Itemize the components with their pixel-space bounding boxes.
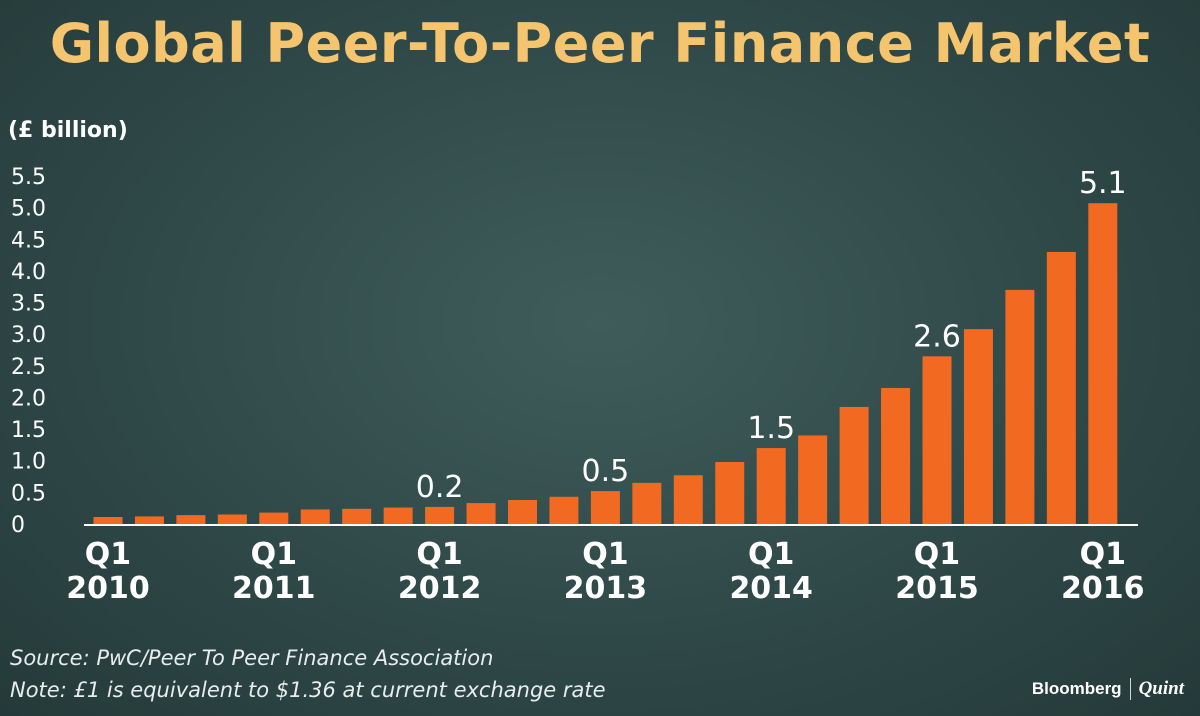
- bar: [383, 507, 413, 524]
- x-tick-quarter: Q1: [914, 537, 960, 572]
- bar: [1088, 203, 1118, 524]
- data-label: 1.5: [747, 411, 795, 446]
- x-tick-year: 2011: [232, 571, 316, 606]
- brand-name: Bloomberg: [1031, 679, 1122, 698]
- data-label: 2.6: [913, 319, 961, 354]
- bar: [134, 516, 164, 524]
- bar: [508, 499, 537, 524]
- x-tick-quarter: Q1: [85, 537, 131, 572]
- bar: [466, 503, 496, 524]
- bar: [715, 461, 745, 524]
- bar: [300, 509, 330, 524]
- bar: [881, 387, 911, 524]
- y-tick-label: 1.5: [11, 418, 46, 443]
- x-tick-year: 2013: [564, 571, 648, 606]
- y-tick-label: 4.5: [11, 228, 46, 253]
- source-note: Source: PwC/Peer To Peer Finance Associa…: [10, 646, 494, 670]
- bar: [217, 514, 247, 524]
- x-tick-year: 2010: [66, 571, 150, 606]
- y-tick-label: 5.5: [11, 165, 46, 190]
- brand-logo: Bloomberg Quint: [1032, 678, 1184, 700]
- y-tick-label: 0.5: [11, 481, 46, 506]
- bar: [93, 517, 123, 524]
- exchange-rate-note: Note: £1 is equivalent to $1.36 at curre…: [10, 678, 606, 702]
- x-tick-year: 2012: [398, 571, 482, 606]
- bar: [798, 435, 828, 524]
- x-tick-year: 2014: [729, 571, 813, 606]
- y-tick-label: 4.0: [11, 260, 46, 285]
- bar: [259, 512, 289, 524]
- x-tick-quarter: Q1: [582, 537, 628, 572]
- y-tick-label: 5.0: [11, 197, 46, 222]
- data-label: 0.5: [582, 454, 630, 489]
- bar: [1046, 251, 1076, 524]
- bar: [756, 448, 786, 524]
- bar: [176, 515, 206, 524]
- bar: [632, 482, 662, 524]
- y-tick-label: 1.0: [11, 450, 46, 475]
- brand-partner: Quint: [1138, 678, 1184, 699]
- y-axis-label: (£ billion): [8, 118, 128, 143]
- brand-separator: [1129, 678, 1131, 700]
- bar: [673, 475, 703, 524]
- bar: [342, 508, 372, 524]
- x-tick-quarter: Q1: [416, 537, 462, 572]
- x-tick-year: 2015: [895, 571, 979, 606]
- x-tick-year: 2016: [1061, 571, 1145, 606]
- bar-chart: 0 0.5 1.0 1.5 2.0 2.5 3.0 3.5 4.0 4.5 5.0 5.5 0.2 0.5…: [11, 165, 1145, 606]
- bar: [839, 406, 869, 524]
- bar: [1005, 289, 1035, 524]
- x-tick-quarter: Q1: [1080, 537, 1126, 572]
- y-tick-label: 0: [11, 513, 25, 538]
- bar: [590, 491, 620, 524]
- bar: [922, 356, 952, 524]
- y-tick-label: 3.5: [11, 292, 46, 317]
- data-label: 5.1: [1079, 166, 1127, 201]
- bar: [425, 506, 455, 524]
- y-tick-label: 2.5: [11, 355, 46, 380]
- bar: [549, 496, 579, 524]
- data-label: 0.2: [416, 470, 464, 505]
- y-tick-label: 2.0: [11, 386, 46, 411]
- x-tick-quarter: Q1: [748, 537, 794, 572]
- chart-title: Global Peer-To-Peer Finance Market: [49, 12, 1151, 75]
- x-tick-quarter: Q1: [251, 537, 297, 572]
- bar: [963, 329, 993, 524]
- y-tick-label: 3.0: [11, 323, 46, 348]
